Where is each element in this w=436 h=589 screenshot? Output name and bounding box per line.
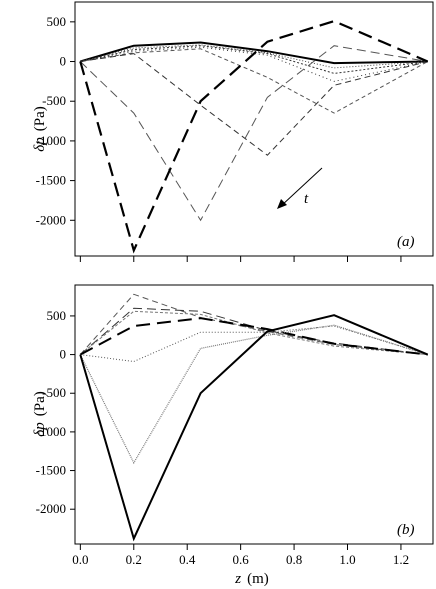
panel-a-y-unit: (Pa) xyxy=(32,106,48,131)
y-tick-label: 0 xyxy=(60,347,67,362)
series-line-2 xyxy=(80,44,428,69)
panel-b-x-axis: 0.0 0.2 0.4 0.6 0.8 1.0 1.2 xyxy=(72,544,409,567)
panel-a-x-ticks xyxy=(79,256,402,262)
x-tick-label: 0.0 xyxy=(72,552,88,567)
y-tick-label: -1500 xyxy=(36,463,66,478)
series-line-5 xyxy=(80,325,428,363)
series-line-3 xyxy=(79,310,428,356)
panel-a-y-symbol: δp xyxy=(32,137,48,152)
panel-b-label: (b) xyxy=(397,522,415,538)
panel-b-y-axis: 500 0 -500 -1000 -1500 -2000 xyxy=(36,308,75,516)
time-arrow-line xyxy=(280,167,323,207)
panel-b-y-label: δp (Pa) xyxy=(32,391,48,436)
series-line-6 xyxy=(80,53,428,156)
time-annotation: t xyxy=(304,191,309,207)
y-tick-label: -1500 xyxy=(36,173,66,188)
x-tick-label: 0.6 xyxy=(233,552,250,567)
x-tick-label: 0.4 xyxy=(179,552,196,567)
time-arrow-head-icon xyxy=(277,199,287,209)
panel-b-series xyxy=(79,293,429,542)
y-tick-label: -500 xyxy=(42,385,66,400)
panel-a-y-label: δp (Pa) xyxy=(32,106,48,151)
series-line-1 xyxy=(80,41,428,65)
series-line-4 xyxy=(79,317,428,356)
x-axis-symbol: z xyxy=(234,571,241,587)
series-line-2 xyxy=(79,307,428,356)
y-tick-label: -2000 xyxy=(36,501,66,516)
series-line-4 xyxy=(80,46,428,82)
y-tick-label: -500 xyxy=(42,93,66,108)
panel-a-y-axis: 500 0 -500 -1000 -1500 -2000 xyxy=(36,14,75,227)
panel-a-frame xyxy=(74,1,434,257)
panel-a: 500 0 -500 -1000 -1500 -2000 (a) δp (Pa) t xyxy=(32,1,434,262)
x-tick-label: 0.8 xyxy=(286,552,302,567)
x-axis-unit: (m) xyxy=(247,571,269,587)
x-tick-label: 1.2 xyxy=(393,552,409,567)
y-tick-label: -1000 xyxy=(36,133,66,148)
y-tick-label: 500 xyxy=(47,14,67,29)
series-line-7 xyxy=(79,45,428,222)
x-tick-label: 0.2 xyxy=(126,552,142,567)
panel-b-frame xyxy=(74,284,434,545)
x-axis-label: z (m) xyxy=(234,571,269,587)
y-tick-label: -1000 xyxy=(36,424,66,439)
panel-b-y-symbol: δp xyxy=(32,422,48,437)
y-tick-label: 0 xyxy=(60,54,67,69)
panel-a-label: (a) xyxy=(397,234,415,250)
panel-b-y-unit: (Pa) xyxy=(32,391,48,416)
y-tick-label: -2000 xyxy=(36,212,66,227)
panel-a-series xyxy=(79,19,429,254)
series-line-6 xyxy=(79,324,428,465)
series-line-5 xyxy=(80,48,428,114)
series-line-8 xyxy=(79,19,429,254)
series-line-1 xyxy=(79,293,428,356)
x-tick-label: 1.0 xyxy=(339,552,355,567)
series-line-3 xyxy=(80,45,428,74)
panel-b: 500 0 -500 -1000 -1500 -2000 0.0 0.2 0.4 0.6 0.8 1… xyxy=(32,284,434,587)
y-tick-label: 500 xyxy=(47,308,67,323)
series-line-7 xyxy=(79,314,429,542)
